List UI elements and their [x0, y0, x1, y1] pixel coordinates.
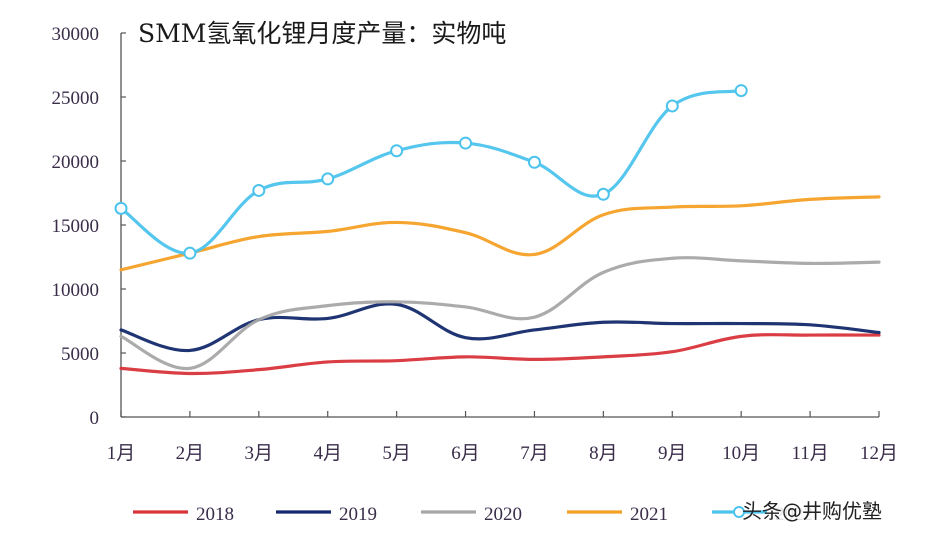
data-point-2022 [527, 155, 541, 169]
y-tick-label: 20000 [52, 152, 100, 173]
x-tick-label: 3月 [245, 443, 274, 464]
y-tick-label: 15000 [52, 216, 100, 237]
legend-label-2018: 2018 [196, 504, 234, 525]
chart-title: SMM氢氧化锂月度产量：实物吨 [138, 19, 506, 48]
data-point-2022 [596, 187, 610, 201]
x-tick-label: 12月 [860, 443, 898, 464]
legend-label-2019: 2019 [339, 504, 377, 525]
legend-label-2020: 2020 [484, 504, 522, 525]
data-point-2022 [252, 183, 266, 197]
x-tick-label: 2月 [176, 443, 205, 464]
x-tick-label: 4月 [313, 443, 342, 464]
data-point-2022 [321, 172, 335, 186]
y-tick-label: 0 [90, 408, 100, 429]
y-tick-label: 30000 [52, 24, 100, 45]
x-tick-label: 10月 [722, 443, 760, 464]
series-line-2019 [119, 302, 881, 353]
series-line-2020 [119, 256, 881, 370]
x-tick-label: 8月 [589, 443, 618, 464]
data-point-2022 [390, 144, 404, 158]
watermark: 头条@井购优塾 [742, 499, 882, 523]
data-point-2022 [734, 84, 748, 98]
y-tick-label: 25000 [52, 88, 100, 109]
x-tick-label: 11月 [791, 443, 828, 464]
x-tick-label: 6月 [451, 443, 480, 464]
y-tick-label: 10000 [52, 280, 100, 301]
series-line-2022 [119, 89, 743, 255]
legend-label-2022: 2022 [775, 504, 813, 525]
x-tick-label: 1月 [107, 443, 136, 464]
y-tick-label: 5000 [61, 344, 99, 365]
legend-label-2021: 2021 [630, 504, 668, 525]
data-point-2022 [114, 201, 128, 215]
x-tick-label: 9月 [658, 443, 687, 464]
x-tick-label: 5月 [382, 443, 411, 464]
series-line-2018 [119, 333, 881, 376]
legend-marker-2022 [733, 506, 745, 518]
series-line-2021 [119, 195, 881, 272]
data-point-2022 [459, 136, 473, 150]
data-point-2022 [183, 246, 197, 260]
data-point-2022 [665, 99, 679, 113]
x-tick-label: 7月 [520, 443, 549, 464]
